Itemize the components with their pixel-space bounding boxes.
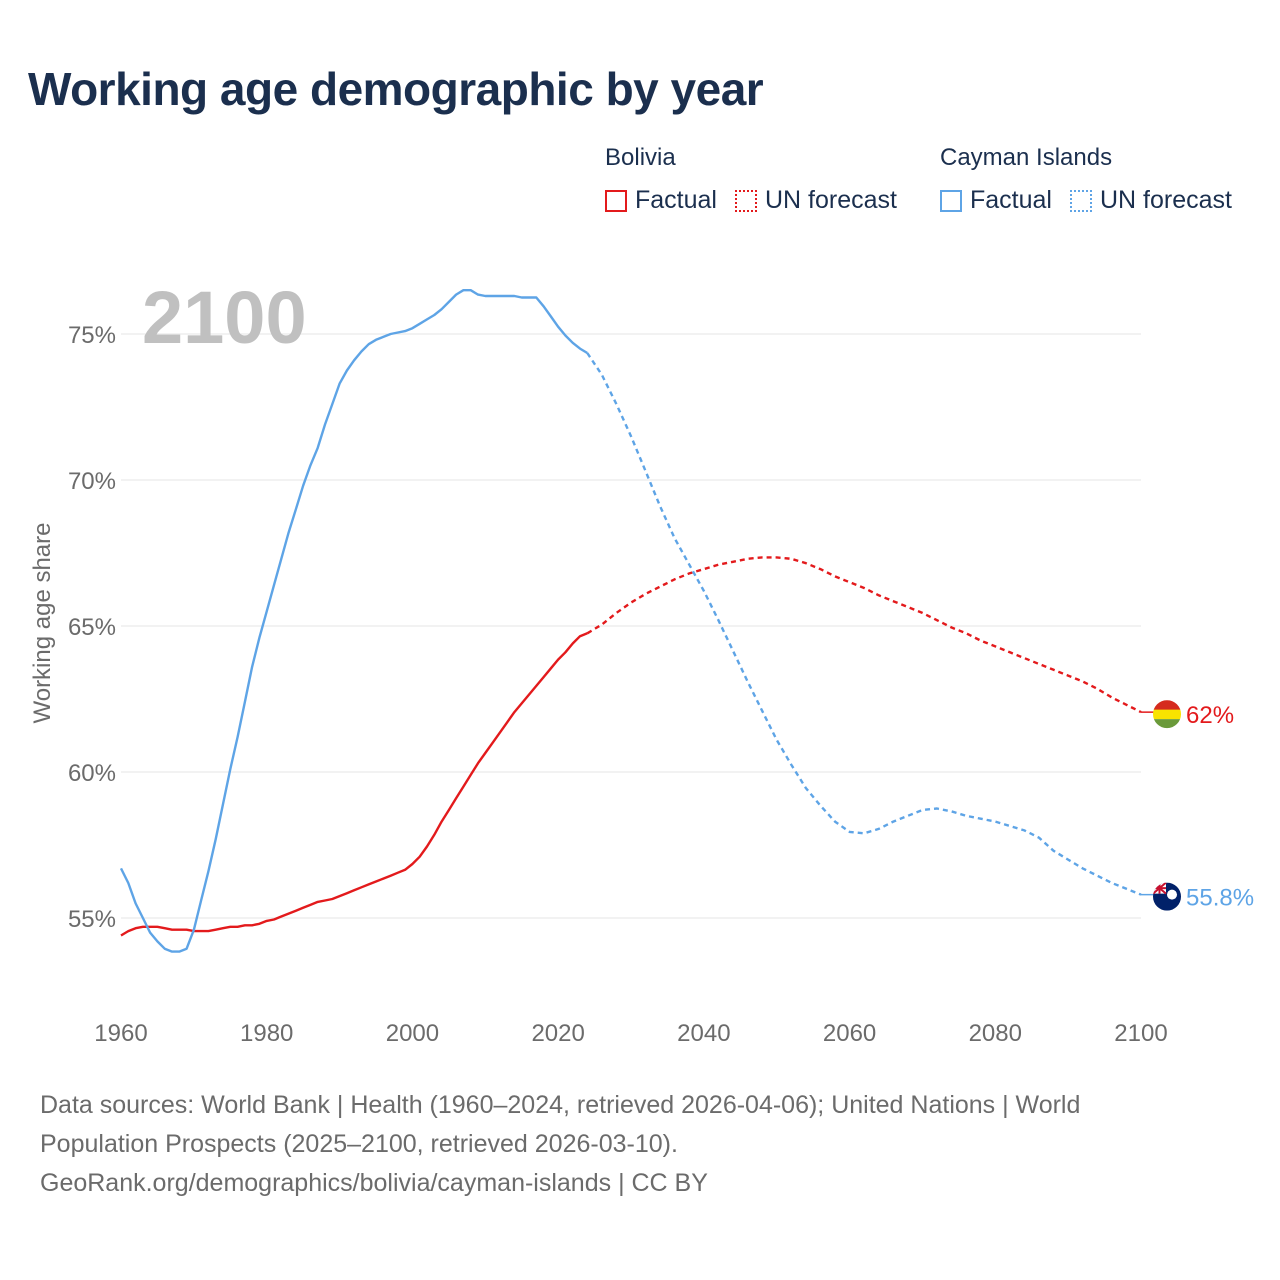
bolivia-factual-line[interactable] [120, 632, 588, 937]
footer-sources-line2: Population Prospects (2025–2100, retriev… [40, 1130, 678, 1158]
cayman-islands-factual-line[interactable] [119, 289, 588, 953]
legend-label: Factual [635, 186, 717, 214]
legend-group-title: Cayman Islands [940, 144, 1113, 171]
bolivia-end-value-label: 62% [1186, 702, 1234, 729]
bolivia-forecast-line[interactable] [586, 556, 1142, 714]
footer-sources-line1: Data sources: World Bank | Health (1960–… [40, 1091, 1081, 1119]
y-tick-label: 70% [68, 468, 116, 495]
cayman-islands-end-value-label: 55.8% [1186, 885, 1254, 912]
y-tick-label: 55% [68, 906, 116, 933]
x-tick-label: 1980 [240, 1020, 293, 1047]
bolivia-flag-marker [1153, 700, 1181, 729]
cayman-islands-forecast-line[interactable] [586, 352, 1142, 896]
grid-lines [121, 333, 1141, 919]
legend-item-cayman-forecast[interactable]: UN forecast [1069, 186, 1232, 215]
series-lines [119, 289, 1142, 953]
legend-group-cayman: Cayman Islands Factual UN forecast [940, 144, 1250, 215]
legend-label: UN forecast [764, 186, 897, 214]
legend-swatch-solid [940, 189, 962, 212]
legend-item-bolivia-forecast[interactable]: UN forecast [734, 186, 897, 215]
y-axis-label: Working age share [29, 523, 56, 724]
cayman-islands-flag-marker [1153, 882, 1181, 911]
end-markers: 62% 55.8% [1141, 700, 1254, 912]
legend-swatch-dotted [1069, 189, 1092, 212]
line-chart: 2100 55% 60% 65% 70% 75% 1960 1980 2000 2020 204… [29, 276, 1254, 1047]
x-tick-label: 2060 [823, 1020, 876, 1047]
year-watermark: 2100 [142, 276, 307, 359]
y-tick-label: 65% [68, 614, 116, 641]
legend-item-bolivia-factual[interactable]: Factual [605, 186, 717, 215]
legend-item-cayman-factual[interactable]: Factual [940, 186, 1052, 215]
footer: Data sources: World Bank | Health (1960–… [40, 1086, 1220, 1203]
x-tick-label: 2100 [1114, 1020, 1167, 1047]
x-tick-label: 2040 [677, 1020, 730, 1047]
chart-title: Working age demographic by year [28, 63, 764, 115]
legend-label: UN forecast [1099, 186, 1232, 214]
x-tick-label: 2000 [386, 1020, 439, 1047]
y-axis-tick-labels: 55% 60% 65% 70% 75% [68, 322, 116, 933]
x-tick-label: 1960 [94, 1020, 147, 1047]
x-tick-label: 2080 [969, 1020, 1022, 1047]
footer-link[interactable]: GeoRank.org/demographics/bolivia/cayman-… [40, 1169, 708, 1197]
legend-swatch-dotted [734, 189, 757, 212]
legend-group-title: Bolivia [605, 144, 676, 171]
x-tick-label: 2020 [531, 1020, 584, 1047]
legend-group-bolivia: Bolivia Factual UN forecast [605, 144, 915, 215]
legend-label: Factual [970, 186, 1052, 214]
y-tick-label: 75% [68, 322, 116, 349]
x-axis-tick-labels: 1960 1980 2000 2020 2040 2060 2080 2100 [94, 1020, 1167, 1047]
legend-swatch-solid [605, 189, 627, 212]
y-tick-label: 60% [68, 760, 116, 787]
